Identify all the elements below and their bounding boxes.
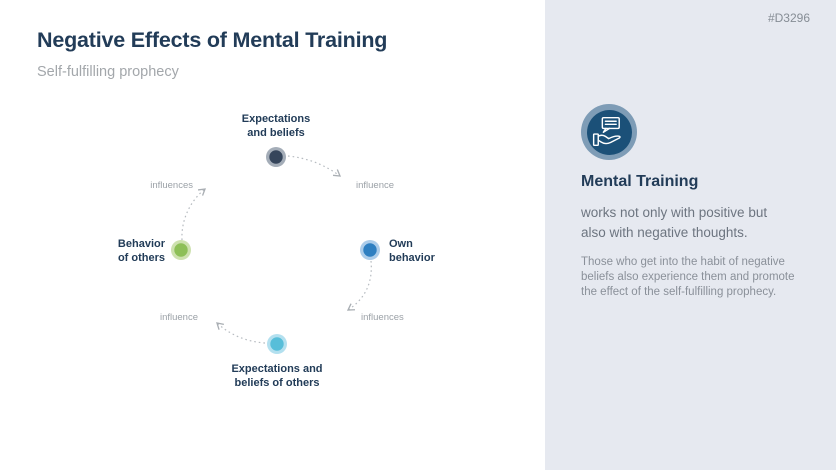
slide-id-tag: #D3296 (767, 11, 810, 25)
node-behavior-of-others: Behavior of others (118, 238, 191, 264)
node-label-line: Own (389, 238, 413, 250)
node-dot (269, 150, 283, 164)
edge-label-influence-top-right: influence (356, 180, 394, 191)
node-label-line: behavior (389, 252, 436, 264)
node-label-line: of others (118, 252, 165, 264)
panel-note-text: Those who get into the habit of negative… (581, 256, 795, 298)
hand-presenting-message-icon (592, 116, 621, 146)
node-label-line: and beliefs (247, 127, 304, 139)
edge-bottom-to-left (216, 322, 266, 344)
edge-label-influence-bottom-left: influence (160, 312, 198, 323)
page-subtitle: Self-fulfilling prophecy (37, 64, 179, 80)
panel-heading: Mental Training (581, 173, 699, 190)
icon-badge-inner (586, 109, 632, 155)
page-title: Negative Effects of Mental Training (37, 28, 388, 52)
edge-label-influences-top-left: influences (150, 180, 193, 191)
edge-top-to-right (287, 155, 342, 177)
node-label-line: Behavior (118, 238, 166, 250)
node-dot (363, 243, 377, 257)
edge-label-influences-bottom-right: influences (361, 312, 404, 323)
panel-body-text: works not only with positive but also wi… (581, 205, 768, 240)
edge-left-to-top (181, 188, 207, 241)
node-expectations-and-beliefs: Expectations and beliefs (242, 113, 310, 167)
icon-badge (581, 104, 637, 160)
node-own-behavior: Own behavior (360, 238, 436, 264)
node-dot (270, 337, 284, 351)
node-label-line: Expectations (242, 113, 310, 125)
node-expectations-and-beliefs-of-others: Expectations and beliefs of others (231, 334, 323, 389)
info-panel: #D3296 Mental (545, 0, 836, 470)
node-label-line: beliefs of others (235, 377, 320, 389)
edge-right-to-bottom (346, 260, 372, 311)
node-dot (174, 243, 188, 257)
node-label-line: Expectations and (231, 363, 322, 375)
cycle-diagram: influence influences influence influence… (118, 113, 436, 389)
